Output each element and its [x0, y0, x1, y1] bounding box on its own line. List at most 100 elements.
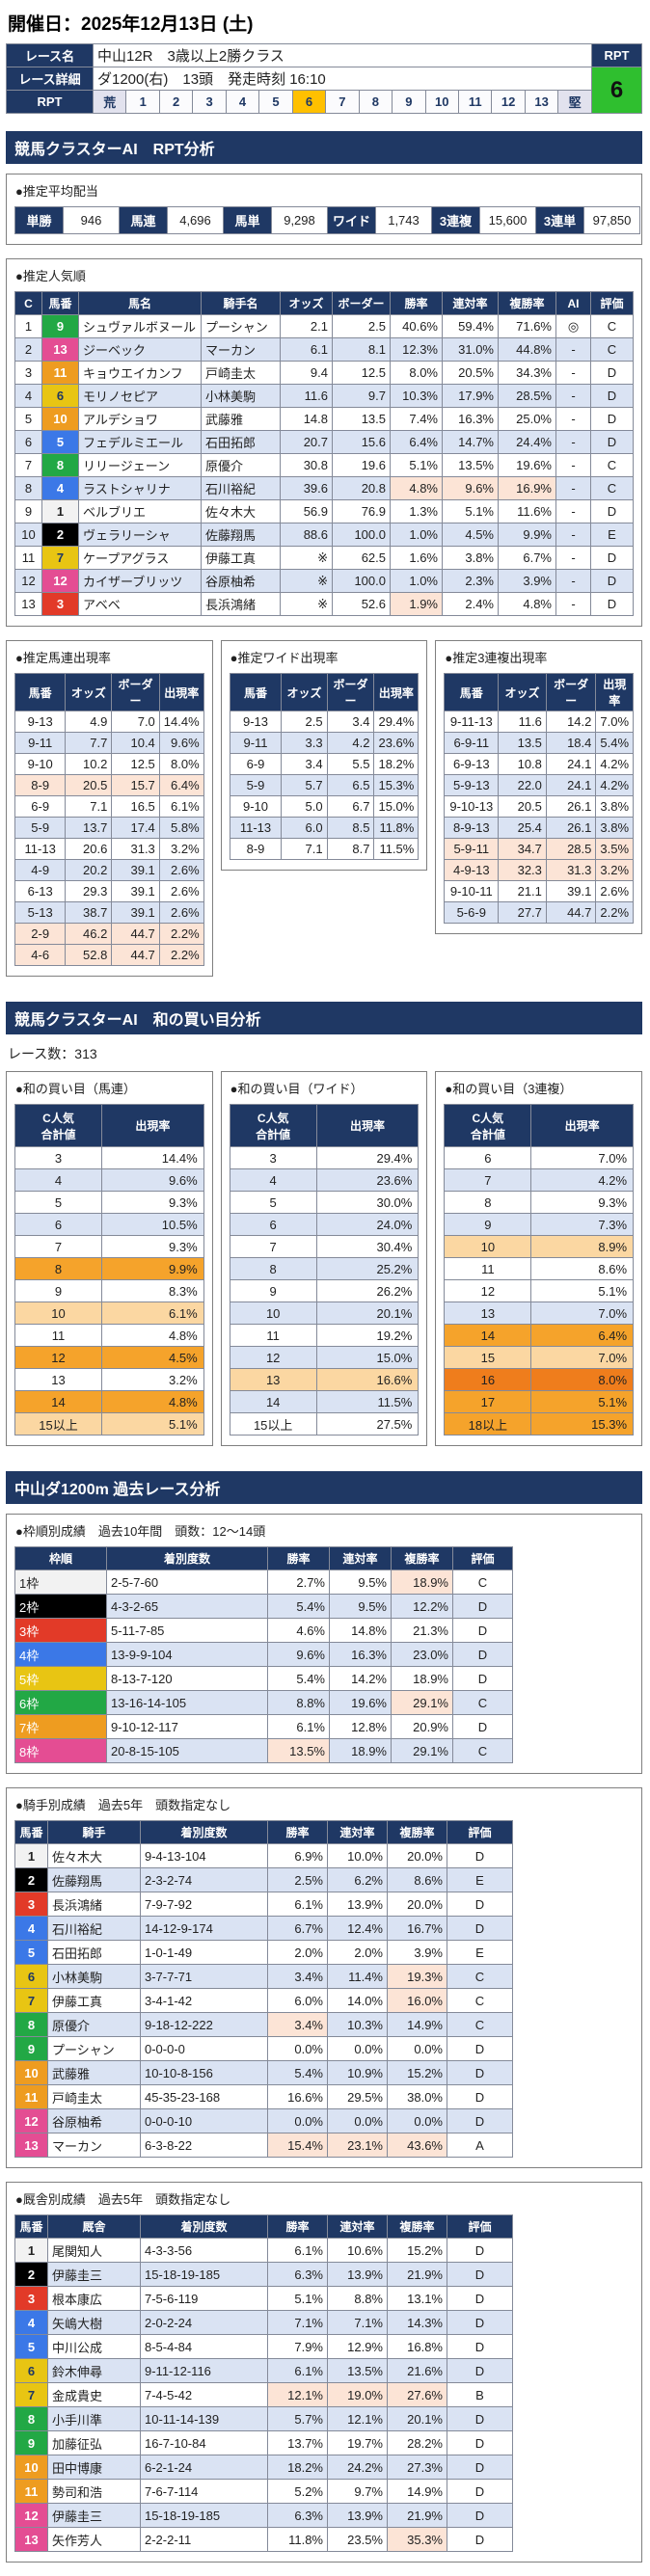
table-row: 3 根本康広 7-5-6-119 5.1% 8.8% 13.1% D	[14, 2286, 513, 2311]
cell-popularity-sum: 4	[229, 1168, 317, 1192]
cell-odds: 34.7	[498, 838, 547, 860]
cell-record: 16-7-10-84	[140, 2430, 268, 2455]
payout-value: 946	[63, 206, 120, 234]
cell-person-name: 小林美駒	[47, 1964, 141, 1989]
cell-odds: 20.5	[498, 795, 547, 818]
table-row: 8 4 ラストシャリナ 石川裕紀 39.6 20.8 4.8% 9.6% 16.…	[14, 476, 634, 500]
table-row: 2枠 4-3-2-65 5.4% 9.5% 12.2% D	[14, 1594, 513, 1619]
cell-border: 4.2	[326, 732, 375, 754]
cell-show-rate: 12.2%	[391, 1594, 453, 1619]
cell-border: 14.2	[545, 711, 597, 733]
cell-popularity-sum: 8	[229, 1257, 317, 1280]
cell-win-rate: 6.9%	[267, 1843, 328, 1868]
cell-win-rate: 1.6%	[390, 546, 443, 570]
cell-show-rate: 3.9%	[387, 1940, 447, 1965]
cell-evaluation: D	[447, 2238, 513, 2263]
table-row: 10 田中博康 6-2-1-24 18.2% 24.2% 27.3% D	[14, 2455, 513, 2480]
cell-rank: 7	[14, 453, 42, 477]
gate-results-body: 1枠 2-5-7-60 2.7% 9.5% 18.9% C 2枠 4-3-2-6…	[14, 1570, 513, 1763]
cell-rank: 13	[14, 592, 42, 616]
cell-show-rate: 23.0%	[391, 1642, 453, 1667]
table-row: 13 マーカン 6-3-8-22 15.4% 23.1% 43.6% A	[14, 2133, 513, 2158]
section-title-rpt-analysis: 競馬クラスターAI RPT分析	[6, 131, 642, 164]
cell-show-rate: 14.9%	[387, 2012, 447, 2037]
cell-border: 8.5	[326, 817, 375, 839]
col-header: 騎手名	[201, 291, 281, 315]
cell-evaluation: D	[447, 2455, 513, 2480]
table-row: 15以上 27.5%	[229, 1412, 420, 1436]
table-row: 11 戸崎圭太 45-35-23-168 16.6% 29.5% 38.0% D	[14, 2084, 513, 2109]
rpt-scale-cell: 3	[192, 90, 227, 114]
cell-border: 20.8	[332, 476, 391, 500]
cell-show-rate: 21.3%	[391, 1618, 453, 1643]
cell-appearance-rate: 3.8%	[595, 817, 635, 839]
cell-person-name: 中川公成	[47, 2334, 141, 2359]
cell-odds: 7.7	[65, 732, 113, 754]
horse-number-badge: 9	[14, 2430, 48, 2455]
wa-kaime-tables: ●和の買い目（馬連） C人気 合計値 出現率 3 14.4% 4 9.6% 5 …	[6, 1071, 643, 1446]
popularity-box: ●推定人気順 C 馬番 馬名 騎手名 オッズ ボーダー 勝率 連対率 複勝率 A…	[6, 258, 642, 627]
col-header: 出現率	[101, 1104, 204, 1147]
cell-win-rate: 4.6%	[267, 1618, 330, 1643]
table-row: 9 プーシャン 0-0-0-0 0.0% 0.0% 0.0% D	[14, 2036, 513, 2061]
umaren-rate-box: ●推定馬連出現率 馬番 オッズ ボーダー 出現率 9-13 4.9 7.0 14…	[6, 640, 213, 977]
stable-results-table: 馬番 厩舎 着別度数 勝率 連対率 複勝率 評価 1 尾関知人 4-3-3-56…	[14, 2214, 513, 2552]
wide-rate-title: ●推定ワイド出現率	[230, 651, 339, 665]
cell-appearance-rate: 11.8%	[373, 817, 420, 839]
cell-evaluation: D	[447, 2286, 513, 2311]
table-row: 7 30.4%	[229, 1235, 420, 1258]
cell-appearance-rate: 2.2%	[158, 923, 204, 945]
sanrenpuku-rate-box: ●推定3連複出現率 馬番 オッズ ボーダー 出現率 9-11-13 11.6 1…	[435, 640, 643, 934]
section-title-past-analysis: 中山ダ1200m 過去レース分析	[6, 1471, 642, 1504]
cell-person-name: 武藤雅	[47, 2060, 141, 2085]
cell-person-name: 勢司和浩	[47, 2479, 141, 2504]
cell-jockey-name: 石田拓郎	[201, 430, 281, 454]
table-row: 8 小手川準 10-11-14-139 5.7% 12.1% 20.1% D	[14, 2406, 513, 2431]
cell-popularity-sum: 9	[14, 1279, 102, 1302]
rpt-scale-cell: 4	[225, 90, 260, 114]
cell-combination: 9-11-13	[444, 711, 500, 733]
cell-appearance-rate: 2.6%	[158, 901, 204, 924]
cell-quinella-rate: 2.3%	[442, 569, 499, 593]
gate-number-badge: 3枠	[14, 1618, 107, 1643]
cell-border: 6.5	[326, 774, 375, 796]
cell-quinella-rate: 11.4%	[327, 1964, 388, 1989]
cell-win-rate: 7.9%	[267, 2334, 328, 2359]
cell-win-rate: 8.0%	[390, 361, 443, 385]
cell-record: 15-18-19-185	[140, 2262, 268, 2287]
cell-border: 3.4	[326, 711, 375, 733]
cell-odds: 46.2	[65, 923, 113, 945]
col-header: C人気 合計値	[229, 1104, 317, 1147]
horse-number-badge: 8	[41, 453, 79, 477]
cell-jockey-name: 長浜鴻緒	[201, 592, 281, 616]
cell-record: 2-0-2-24	[140, 2310, 268, 2335]
cell-appearance-rate: 15.3%	[373, 774, 420, 796]
cell-appearance-rate: 11.5%	[315, 1390, 420, 1413]
wa-umaren-body: 3 14.4% 4 9.6% 5 9.3% 6 10.5% 7 9.3% 8 9…	[14, 1146, 204, 1436]
table-row: 11 4.8%	[14, 1324, 204, 1347]
cell-quinella-rate: 59.4%	[442, 314, 499, 338]
table-row: 4 矢嶋大樹 2-0-2-24 7.1% 7.1% 14.3% D	[14, 2310, 513, 2335]
cell-border: 44.7	[111, 944, 160, 966]
cell-combination: 9-10-11	[444, 880, 500, 902]
cell-quinella-rate: 13.9%	[327, 1892, 388, 1917]
col-header: 出現率	[158, 673, 204, 711]
gate-number-badge: 5枠	[14, 1666, 107, 1691]
appearance-rate-tables: ●推定馬連出現率 馬番 オッズ ボーダー 出現率 9-13 4.9 7.0 14…	[6, 640, 643, 977]
cell-popularity-sum: 15	[444, 1346, 532, 1369]
rpt-header: RPT	[591, 43, 642, 67]
horse-number-badge: 5	[41, 430, 79, 454]
cell-win-rate: 40.6%	[390, 314, 443, 338]
umaren-table-body: 9-13 4.9 7.0 14.4% 9-11 7.7 10.4 9.6% 9-…	[14, 711, 204, 966]
cell-appearance-rate: 9.3%	[530, 1191, 635, 1214]
cell-person-name: 金成貴史	[47, 2382, 141, 2407]
cell-border: 12.5	[111, 753, 160, 775]
cell-border: 6.7	[326, 795, 375, 818]
cell-record: 9-10-12-117	[106, 1714, 268, 1739]
cell-ai-mark: -	[555, 361, 591, 385]
cell-appearance-rate: 4.2%	[595, 753, 635, 775]
cell-popularity-sum: 11	[229, 1324, 317, 1347]
cell-evaluation: D	[447, 1892, 513, 1917]
horse-number-badge: 11	[14, 2479, 48, 2504]
cell-appearance-rate: 15.0%	[315, 1346, 420, 1369]
